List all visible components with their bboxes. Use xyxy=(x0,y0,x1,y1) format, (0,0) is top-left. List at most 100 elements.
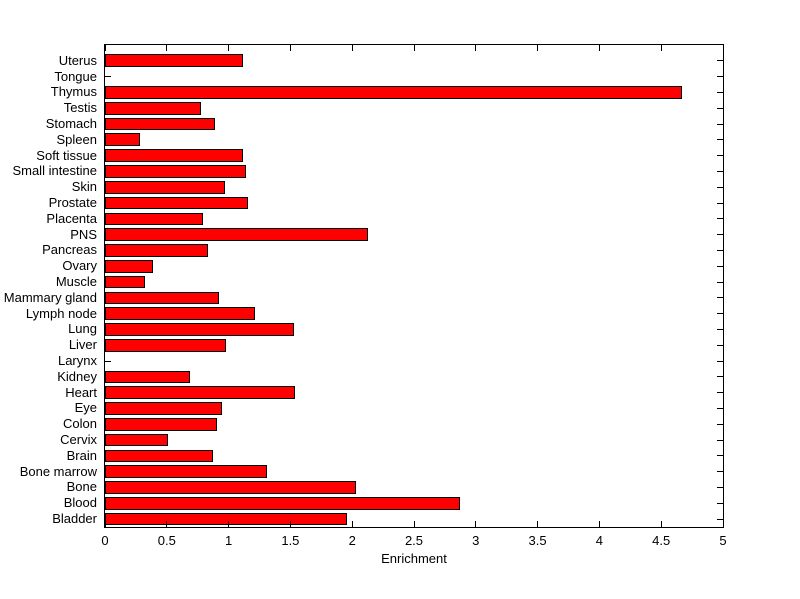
y-tick-right xyxy=(717,186,723,188)
bar-skin xyxy=(105,180,225,194)
bar-small-intestine xyxy=(105,165,246,178)
y-tick-label-stomach: Stomach xyxy=(45,116,97,132)
y-tick-left xyxy=(105,360,111,362)
y-tick-label-blood: Blood xyxy=(63,495,97,511)
x-axis-title: Enrichment xyxy=(381,551,447,566)
x-tick-bottom xyxy=(351,521,353,527)
y-tick-label-larynx: Larynx xyxy=(57,353,97,369)
bar-stomach xyxy=(105,117,215,131)
y-tick-right xyxy=(717,107,723,109)
bar-muscle xyxy=(105,275,145,289)
bar-lymph-node xyxy=(105,307,255,320)
bar-eye xyxy=(105,402,223,415)
y-tick-label-lung: Lung xyxy=(68,321,97,337)
y-tick-label-testis: Testis xyxy=(63,100,97,116)
y-tick-label-heart: Heart xyxy=(65,384,97,400)
y-tick-label-eye: Eye xyxy=(74,400,97,416)
bar-placenta xyxy=(105,212,203,226)
y-tick-label-mammary-gland: Mammary gland xyxy=(3,289,97,305)
y-tick-right xyxy=(717,60,723,62)
y-tick-right xyxy=(717,344,723,346)
y-tick-right xyxy=(717,218,723,220)
x-tick-top xyxy=(166,45,168,51)
x-tick-top xyxy=(598,45,600,51)
y-tick-right xyxy=(717,392,723,394)
x-tick-label-2-5: 2.5 xyxy=(404,533,424,548)
bar-mammary-gland xyxy=(105,291,219,305)
bar-ovary xyxy=(105,259,154,273)
y-tick-right xyxy=(717,328,723,330)
x-tick-bottom xyxy=(660,521,662,527)
bar-pancreas xyxy=(105,244,208,257)
y-tick-label-kidney: Kidney xyxy=(57,368,97,384)
x-tick-label-0-5: 0.5 xyxy=(157,533,176,548)
x-tick-top xyxy=(289,45,291,51)
y-tick-right xyxy=(717,407,723,409)
bar-prostate xyxy=(105,196,249,210)
x-tick-label-3: 3 xyxy=(472,533,480,548)
bar-testis xyxy=(105,101,202,115)
x-tick-label-4: 4 xyxy=(595,533,603,548)
x-tick-top xyxy=(475,45,477,51)
x-tick-top xyxy=(722,45,724,51)
x-tick-bottom xyxy=(537,521,539,527)
x-tick-bottom xyxy=(228,521,230,527)
x-tick-label-5: 5 xyxy=(719,533,727,548)
x-tick-top xyxy=(660,45,662,51)
x-tick-label-2: 2 xyxy=(348,533,356,548)
y-tick-right xyxy=(717,486,723,488)
y-tick-right xyxy=(717,76,723,78)
x-tick-bottom xyxy=(413,521,415,527)
bar-bone-marrow xyxy=(105,465,267,478)
y-tick-label-bladder: Bladder xyxy=(52,511,97,527)
y-tick-label-placenta: Placenta xyxy=(46,210,97,226)
y-tick-label-cervix: Cervix xyxy=(60,432,97,448)
x-tick-bottom xyxy=(598,521,600,527)
y-tick-label-uterus: Uterus xyxy=(58,52,97,68)
y-tick-right xyxy=(717,170,723,172)
x-tick-top xyxy=(413,45,415,51)
x-tick-bottom xyxy=(722,521,724,527)
bar-brain xyxy=(105,449,213,463)
bar-cervix xyxy=(105,433,169,447)
y-tick-label-thymus: Thymus xyxy=(50,84,97,100)
bar-kidney xyxy=(105,370,191,384)
y-tick-right xyxy=(717,471,723,473)
y-tick-right xyxy=(717,202,723,204)
x-tick-top xyxy=(351,45,353,51)
bar-bladder xyxy=(105,512,348,526)
x-tick-top xyxy=(104,45,106,51)
x-tick-bottom xyxy=(104,521,106,527)
y-tick-label-spleen: Spleen xyxy=(56,131,97,147)
y-tick-label-bone-marrow: Bone marrow xyxy=(19,463,97,479)
y-tick-label-small-intestine: Small intestine xyxy=(12,163,97,179)
y-tick-right xyxy=(717,313,723,315)
x-tick-bottom xyxy=(475,521,477,527)
y-tick-label-muscle: Muscle xyxy=(55,274,97,290)
x-tick-top xyxy=(537,45,539,51)
y-tick-right xyxy=(717,439,723,441)
y-tick-label-ovary: Ovary xyxy=(62,258,97,274)
bar-spleen xyxy=(105,133,140,147)
bar-colon xyxy=(105,417,218,431)
bar-thymus xyxy=(105,86,683,99)
x-tick-label-0: 0 xyxy=(101,533,109,548)
y-tick-label-pns: PNS xyxy=(70,226,97,242)
bar-bone xyxy=(105,481,356,494)
y-tick-label-tongue: Tongue xyxy=(54,68,97,84)
y-tick-right xyxy=(717,423,723,425)
y-tick-right xyxy=(717,155,723,157)
y-tick-label-colon: Colon xyxy=(63,416,97,432)
y-tick-label-brain: Brain xyxy=(66,447,97,463)
y-tick-right xyxy=(717,518,723,520)
bar-lung xyxy=(105,323,295,336)
y-tick-right xyxy=(717,360,723,362)
x-tick-bottom xyxy=(289,521,291,527)
y-tick-label-liver: Liver xyxy=(68,337,97,353)
bar-heart xyxy=(105,386,296,399)
y-tick-right xyxy=(717,502,723,504)
y-tick-label-prostate: Prostate xyxy=(48,195,97,211)
bar-uterus xyxy=(105,54,244,68)
bar-blood xyxy=(105,496,460,510)
